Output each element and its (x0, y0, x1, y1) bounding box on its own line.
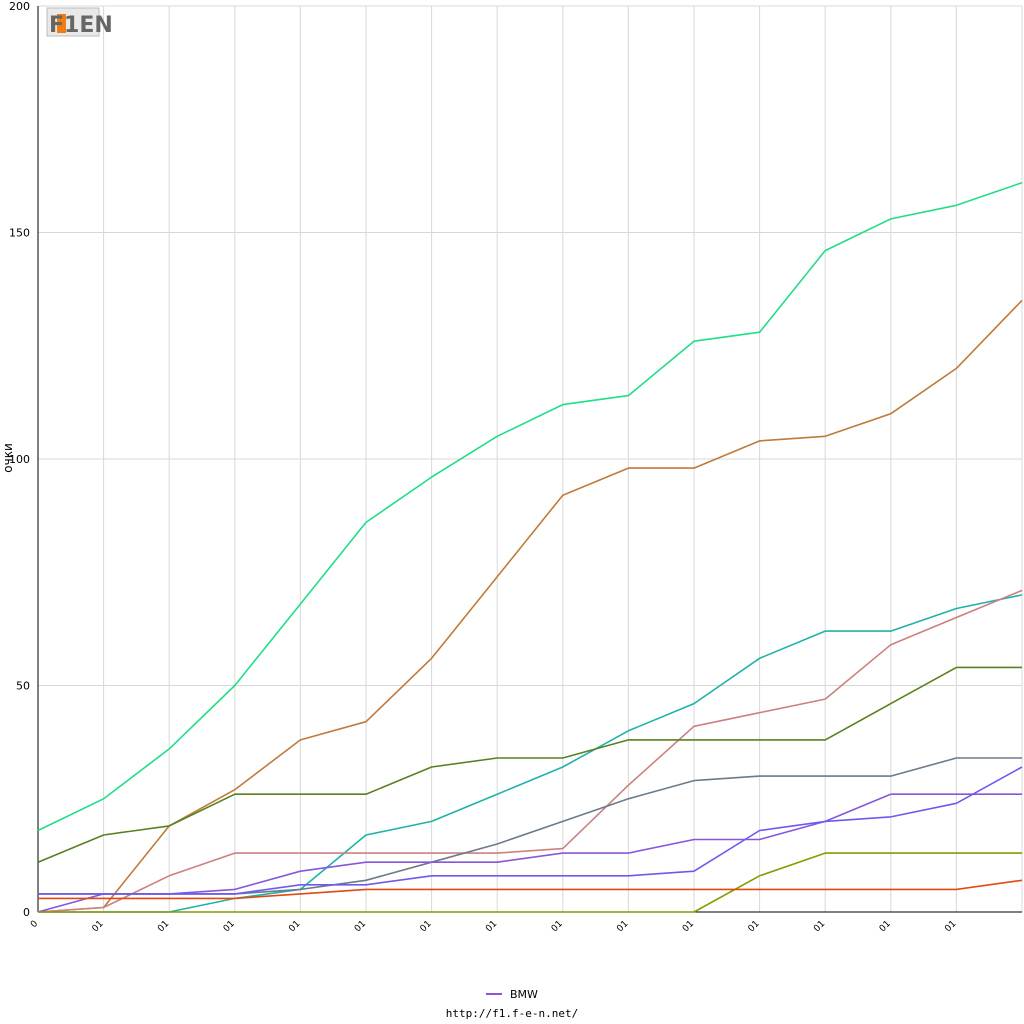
y-tick-label: 200 (9, 0, 30, 13)
y-tick-label: 0 (23, 906, 30, 919)
footer-url[interactable]: http://f1.f-e-n.net/ (446, 1007, 578, 1020)
series-line-5 (37, 666, 1022, 863)
series-lines (37, 181, 1023, 913)
logo-text: F1EN (49, 13, 113, 38)
logo: F1EN (46, 7, 113, 38)
y-tick-label: 150 (9, 227, 30, 240)
series-line-1 (37, 181, 1023, 832)
y-tick-label: 50 (16, 680, 30, 693)
series-line-10 (38, 879, 1023, 900)
y-tick-label: 100 (9, 453, 30, 466)
x-tick-label: 0 (29, 919, 40, 930)
series-line-8 (38, 766, 1023, 895)
series-line-9 (38, 852, 1022, 913)
series-line-2 (37, 299, 1023, 913)
series-line-4 (37, 589, 1023, 913)
legend-label: BMW (510, 988, 538, 1001)
legend: BMW (486, 988, 538, 1001)
series-line-7 (37, 793, 1022, 913)
series-line-3 (38, 594, 1023, 913)
y-axis-title: очки (1, 443, 15, 472)
